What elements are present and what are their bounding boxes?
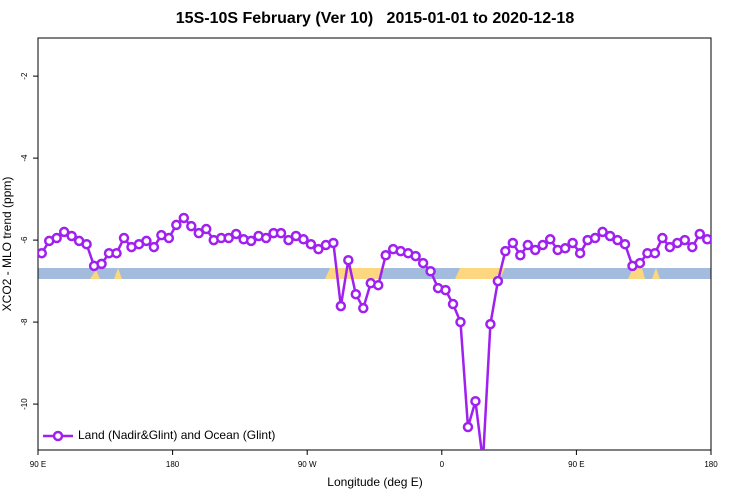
data-point xyxy=(559,243,571,254)
data-point xyxy=(479,457,487,465)
y-tick-label: -8 xyxy=(20,318,29,326)
data-point xyxy=(530,244,541,256)
data-point xyxy=(687,241,698,253)
data-point xyxy=(485,318,496,330)
data-point xyxy=(313,243,324,255)
data-point xyxy=(118,232,130,244)
data-point xyxy=(694,228,706,240)
data-point xyxy=(178,212,190,224)
data-point xyxy=(51,232,62,244)
y-tick-label: -4 xyxy=(20,154,29,162)
data-point xyxy=(81,238,92,250)
data-point xyxy=(380,250,391,261)
legend-label: Land (Nadir&Glint) and Ocean (Glint) xyxy=(78,428,275,442)
plot-frame xyxy=(37,37,712,451)
data-point xyxy=(455,316,466,328)
x-tick-label: 90 E xyxy=(568,460,584,469)
data-point xyxy=(507,237,519,249)
data-point xyxy=(634,257,646,269)
data-point xyxy=(275,227,287,239)
data-point xyxy=(679,234,691,246)
data-point xyxy=(515,250,526,261)
data-point xyxy=(447,298,459,310)
data-point xyxy=(522,239,534,251)
land-band xyxy=(325,268,385,279)
y-tick-label: -6 xyxy=(20,236,29,244)
data-point xyxy=(223,232,234,244)
data-point xyxy=(141,235,152,247)
data-point xyxy=(245,235,257,247)
data-point xyxy=(358,302,369,314)
data-point xyxy=(283,234,294,246)
surface-band xyxy=(38,268,711,279)
data-point xyxy=(597,226,608,238)
data-point xyxy=(186,220,197,232)
data-point xyxy=(492,275,504,287)
data-point xyxy=(657,232,668,244)
data-point xyxy=(58,226,70,238)
land-band xyxy=(455,268,505,279)
y-tick-label: -10 xyxy=(20,398,29,410)
data-point xyxy=(537,239,548,251)
data-point xyxy=(230,228,242,240)
data-point xyxy=(193,227,205,239)
data-point xyxy=(619,238,631,250)
data-point xyxy=(201,223,212,235)
data-point xyxy=(148,241,160,253)
land-band xyxy=(90,270,100,279)
legend-marker xyxy=(52,430,64,442)
data-point xyxy=(96,258,107,270)
data-point xyxy=(604,230,616,242)
data-point xyxy=(612,234,623,246)
data-point xyxy=(425,266,436,277)
data-point xyxy=(664,241,676,253)
data-point xyxy=(38,247,47,259)
data-point xyxy=(163,232,175,244)
data-point xyxy=(440,284,451,296)
chart-title: 15S-10S February (Ver 10) 2015-01-01 to … xyxy=(176,10,575,27)
land-band xyxy=(652,268,660,279)
data-point xyxy=(500,245,511,257)
data-point xyxy=(589,232,601,244)
data-point xyxy=(410,250,421,262)
data-point xyxy=(574,247,586,259)
data-point xyxy=(350,288,362,300)
y-tick-label: -2 xyxy=(20,72,29,80)
data-point xyxy=(305,238,317,250)
x-tick-label: 180 xyxy=(704,460,718,469)
data-point xyxy=(171,219,182,231)
data-point xyxy=(462,421,474,433)
data-point xyxy=(335,300,347,312)
data-point xyxy=(470,395,481,407)
x-tick-label: 90 W xyxy=(298,460,317,469)
plot-area xyxy=(38,212,711,465)
data-point xyxy=(111,247,122,259)
data-point xyxy=(260,232,272,244)
x-axis-label: Longitude (deg E) xyxy=(327,475,422,489)
data-point xyxy=(328,237,339,249)
data-point xyxy=(567,237,578,249)
data-point xyxy=(649,247,661,259)
x-tick-label: 180 xyxy=(166,460,180,469)
x-tick-label: 90 E xyxy=(30,460,46,469)
x-tick-label: 0 xyxy=(440,460,445,469)
data-point xyxy=(343,254,354,266)
data-point xyxy=(372,279,384,291)
data-point xyxy=(66,230,77,242)
land-band xyxy=(114,268,122,279)
y-axis-label: XCO2 - MLO trend (ppm) xyxy=(0,177,14,312)
series-line xyxy=(40,216,708,450)
data-point xyxy=(702,234,711,245)
data-point xyxy=(417,257,429,269)
data-point xyxy=(298,234,309,245)
data-point xyxy=(544,234,556,245)
